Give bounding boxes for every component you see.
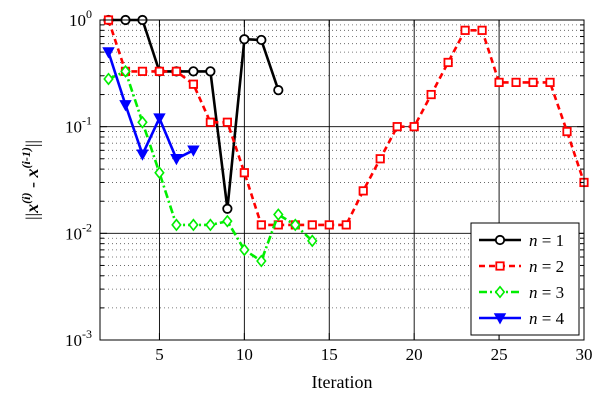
series-4 [102, 47, 200, 166]
data-point [443, 57, 453, 68]
data-point [222, 203, 233, 214]
data-point [119, 100, 132, 112]
data-point [545, 77, 555, 88]
y-tick-label: 10-2 [65, 220, 92, 243]
data-point [239, 243, 250, 257]
data-point [137, 115, 148, 129]
data-point [562, 126, 572, 137]
data-point [341, 220, 351, 230]
data-point [324, 220, 334, 230]
data-point [477, 25, 487, 35]
legend-label: n = 1 [529, 231, 564, 250]
plot-frame [99, 19, 585, 341]
x-tick-label: 5 [155, 345, 164, 364]
data-point [528, 77, 538, 88]
data-point [188, 79, 199, 89]
data-point [426, 89, 436, 100]
data-point [493, 313, 507, 325]
data-point [171, 66, 182, 76]
x-tick-label: 30 [576, 345, 593, 364]
data-point [222, 214, 233, 228]
data-point [256, 34, 267, 46]
data-point [222, 117, 232, 127]
data-point [460, 25, 470, 35]
data-point [494, 285, 506, 299]
data-point [307, 234, 318, 248]
data-point [494, 234, 506, 246]
data-point [239, 34, 250, 45]
data-point [170, 153, 183, 166]
data-point [375, 154, 385, 164]
axes: 10-3 10-2 10-1 100 5 10 15 20 25 30 [65, 7, 593, 364]
x-axis-label: Iteration [312, 372, 373, 392]
legend-entry: n = 4 [479, 309, 565, 328]
data-point [103, 72, 114, 86]
legend-label: n = 4 [529, 309, 565, 328]
data-point [188, 66, 199, 77]
data-point [409, 122, 419, 132]
legend-entry: n = 2 [479, 257, 564, 276]
x-tick-label: 10 [236, 345, 253, 364]
data-point [205, 66, 216, 77]
legend-box [470, 222, 580, 336]
data-point [154, 66, 165, 76]
series-line [107, 19, 586, 227]
data-point [205, 218, 216, 232]
series-3 [103, 64, 318, 268]
data-point [256, 254, 267, 268]
y-tick-label: 100 [69, 7, 92, 30]
data-point [187, 145, 200, 157]
y-tick-label: 10-3 [65, 327, 92, 350]
data-point [102, 47, 115, 59]
data-point [205, 117, 215, 127]
data-point [392, 122, 402, 132]
data-point [188, 218, 199, 232]
x-tick-label: 20 [406, 345, 423, 364]
data-point [358, 186, 368, 196]
series-layer [102, 14, 589, 268]
x-tick-label: 15 [321, 345, 338, 364]
data-point [273, 208, 284, 222]
legend-label: n = 2 [529, 257, 564, 276]
y-axis-label: ||x(i) - x(i-1)|| [19, 140, 42, 220]
data-point [273, 85, 284, 96]
data-point [137, 66, 148, 76]
data-point [153, 113, 166, 125]
data-point [290, 218, 301, 232]
data-point [494, 77, 504, 88]
data-point [154, 166, 165, 180]
data-point [256, 220, 266, 230]
x-tick-label: 25 [491, 345, 508, 364]
data-point [171, 218, 182, 232]
legend-label: n = 3 [529, 283, 564, 302]
data-point [511, 77, 521, 88]
data-point [495, 261, 505, 271]
data-point [239, 168, 249, 178]
legend-entry: n = 3 [479, 283, 564, 302]
legend: n = 1 n = 2 n = 3 n = 4 [470, 222, 580, 336]
data-point [307, 220, 317, 230]
legend-entry: n = 1 [479, 231, 564, 250]
data-point [136, 149, 149, 161]
y-tick-label: 10-1 [65, 114, 92, 137]
data-point [120, 64, 131, 78]
